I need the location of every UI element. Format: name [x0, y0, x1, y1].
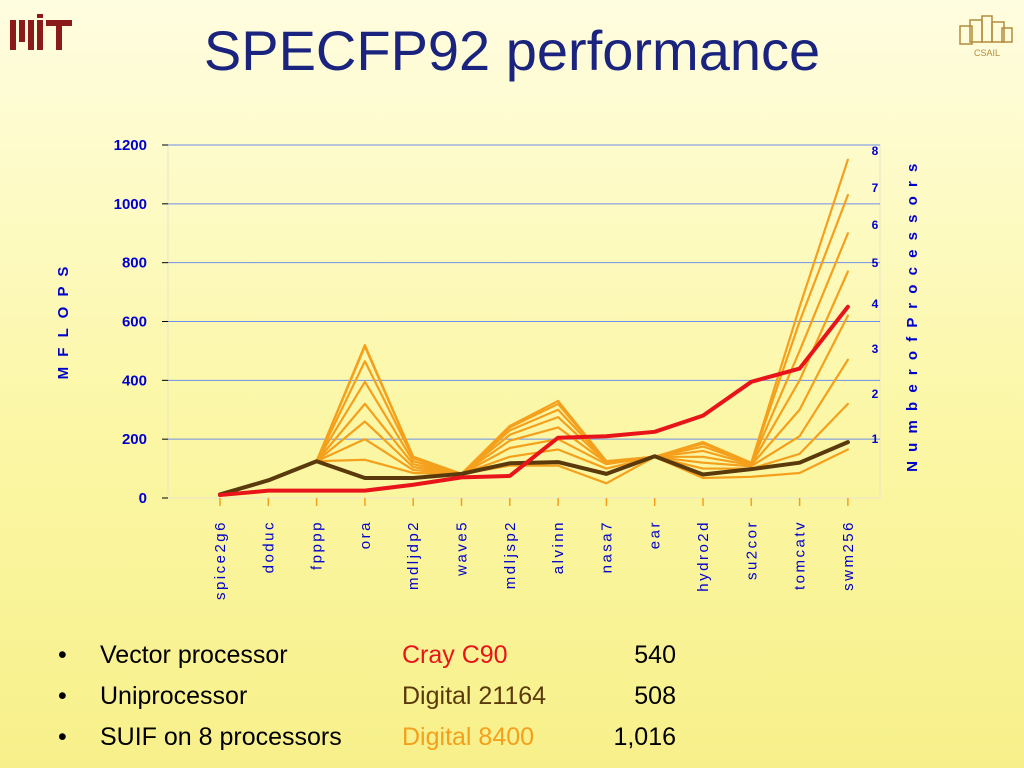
y-tick-label: 400: [122, 372, 147, 389]
series-line-proc-1: [218, 448, 850, 496]
svg-text:CSAIL: CSAIL: [974, 48, 1000, 58]
row-label: Vector processor: [100, 641, 288, 669]
series-line-proc-8: [218, 158, 850, 496]
y-tick-label: 600: [122, 314, 147, 331]
mit-logo: [10, 14, 72, 50]
x-tick-label: hydro2d: [695, 520, 712, 592]
processor-count-label: 1: [872, 432, 879, 446]
series-line-proc-2: [218, 402, 850, 496]
processor-count-label: 8: [872, 144, 879, 158]
page-title: SPECFP92 performance: [203, 19, 821, 82]
x-tick-label: mdljsp2: [502, 520, 519, 589]
y-tick-label: 200: [122, 431, 147, 448]
y-axis-title: M F L O P S: [55, 264, 72, 380]
series-line-proc-3: [218, 358, 850, 496]
bullet-icon: •: [58, 723, 67, 751]
specfp92-chart: 0 200 400 600 800 1000 1200 spice2g6 doduc fpppp o…: [55, 137, 921, 600]
y-tick-label: 1000: [114, 196, 147, 213]
machine-name: Digital 8400: [402, 723, 535, 751]
x-tick-label: fpppp: [309, 520, 326, 570]
x-tick-label: alvinn: [550, 520, 567, 574]
right-axis-title: N u m b e r o f P r o c e s s o r s: [904, 161, 921, 472]
series-line-proc-5: [218, 270, 850, 496]
series-line-uniprocessor: [218, 440, 850, 497]
x-tick-label: tomcatv: [792, 520, 809, 590]
x-tick-label: doduc: [260, 520, 277, 573]
y-tick-label: 800: [122, 255, 147, 272]
mflops-value: 1,016: [613, 723, 676, 751]
series-line-proc-7: [218, 193, 850, 496]
bullet-icon: •: [58, 682, 67, 710]
processor-count-label: 4: [872, 297, 879, 311]
x-tick-label: ear: [647, 520, 664, 549]
processor-count-label: 7: [872, 181, 879, 195]
series-line-cray: [218, 304, 850, 498]
machine-name: Cray C90: [402, 641, 508, 669]
series-line-proc-4: [218, 314, 850, 496]
processor-count-label: 6: [872, 218, 879, 232]
processor-count-label: 2: [872, 387, 879, 401]
x-tick-label: mdljdp2: [405, 520, 422, 590]
x-tick-label: swm256: [840, 520, 857, 591]
machine-name: Digital 21164: [402, 682, 547, 710]
x-tick-label: ora: [357, 520, 374, 549]
row-label: Uniprocessor: [100, 682, 248, 710]
x-tick-label: su2cor: [743, 520, 760, 580]
row-label: SUIF on 8 processors: [100, 723, 342, 751]
bullet-icon: •: [58, 641, 67, 669]
processor-count-label: 5: [872, 256, 879, 270]
x-tick-label: nasa7: [598, 520, 615, 573]
y-tick-label: 0: [139, 490, 147, 507]
mflops-value: 540: [634, 641, 676, 669]
csail-logo: CSAIL: [959, 15, 1013, 58]
y-tick-label: 1200: [114, 137, 147, 154]
processor-count-label: 3: [872, 342, 879, 356]
x-tick-label: wave5: [454, 520, 471, 577]
x-tick-label: spice2g6: [212, 520, 229, 600]
mflops-value: 508: [634, 682, 676, 710]
